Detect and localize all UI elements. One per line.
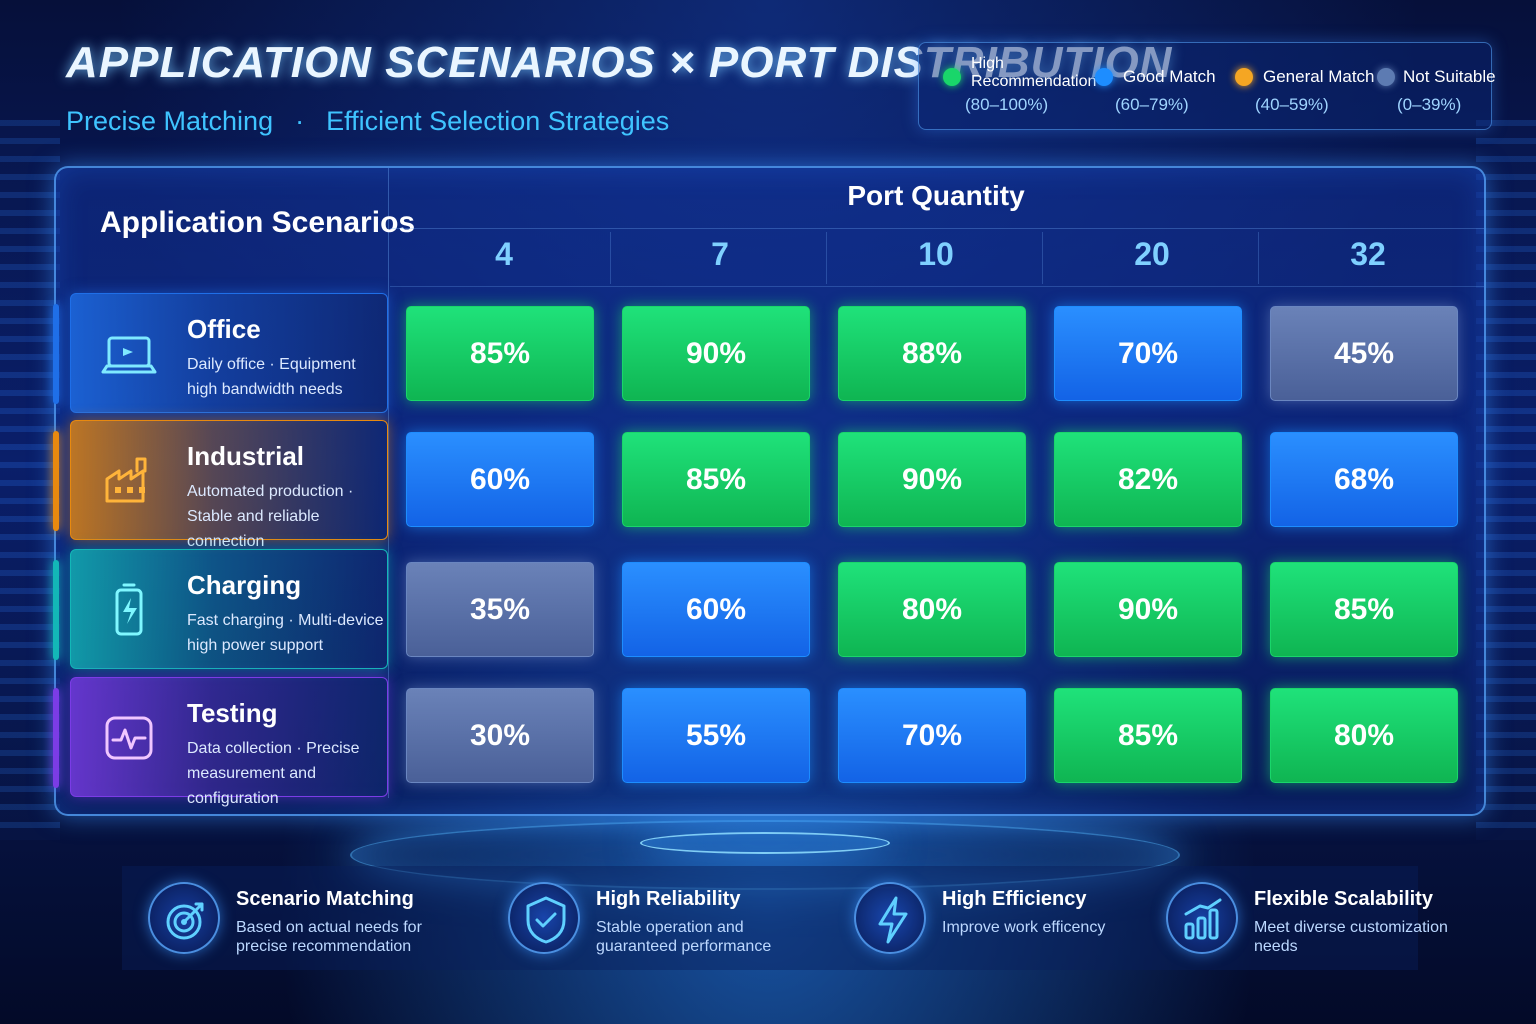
subtitle-right: Efficient Selection Strategies: [326, 106, 670, 136]
legend-item-unsuitable: Not Suitable (0–39%): [1377, 43, 1496, 131]
legend-item-high: High Recommendation (80–100%): [943, 43, 1097, 131]
feature-flexible-scalability: Flexible Scalability Meet diverse customi…: [1166, 882, 1466, 958]
feature-title: High Efficiency: [942, 888, 1087, 910]
scenario-description: Data collection · Precise measurement an…: [187, 740, 360, 807]
legend-dot-general: [1235, 68, 1253, 86]
feature-title: Scenario Matching: [236, 888, 414, 910]
heatmap-cell-industrial-7: 85%: [622, 432, 810, 527]
heatmap-cell-testing-10: 70%: [838, 688, 1026, 783]
column-header-7: 7: [711, 236, 729, 272]
heatmap-cell-industrial-32: 68%: [1270, 432, 1458, 527]
scenario-description: Automated production · Stable and reliab…: [187, 483, 354, 550]
legend-range-good: (60–79%): [1115, 95, 1189, 114]
feature-description: Meet diverse customization needs: [1254, 919, 1448, 955]
target-icon: [148, 882, 220, 954]
scenario-row-charging: Charging Fast charging · Multi-device hig…: [53, 549, 388, 669]
legend-range-unsuitable: (0–39%): [1397, 95, 1462, 114]
column-header-title: Port Quantity: [847, 180, 1025, 211]
bar-growth-icon: [1166, 882, 1238, 954]
heatmap-cell-office-32: 45%: [1270, 306, 1458, 401]
legend: High Recommendation (80–100%) Good Match…: [918, 42, 1496, 131]
heatmap-cell-office-20: 70%: [1054, 306, 1242, 401]
legend-dot-good: [1095, 68, 1113, 86]
scenario-accent-bar: [53, 560, 59, 660]
column-header-separator: [1258, 232, 1259, 284]
subtitle-separator: ·: [295, 106, 305, 136]
floor-glow-core: [640, 832, 890, 854]
legend-item-general: General Match (40–59%): [1235, 43, 1375, 131]
feature-high-efficiency: High Efficiency Improve work efficency: [854, 882, 1154, 958]
legend-range-general: (40–59%): [1255, 95, 1329, 114]
scenario-accent-bar: [53, 304, 59, 404]
scenario-row-industrial: Industrial Automated production · Stable …: [53, 420, 388, 550]
background-city-right: [1476, 120, 1536, 840]
legend-range-high: (80–100%): [965, 95, 1049, 114]
heatmap-cell-testing-4: 30%: [406, 688, 594, 783]
header-divider-lower: [390, 286, 1484, 287]
legend-label-good: Good Match: [1123, 67, 1216, 86]
heatmap-cell-charging-4: 35%: [406, 562, 594, 657]
heatmap-cell-testing-7: 55%: [622, 688, 810, 783]
scenario-accent-bar: [53, 431, 59, 531]
battery-icon: [93, 574, 165, 646]
row-header-title: Application Scenarios: [100, 206, 416, 239]
feature-title: Flexible Scalability: [1254, 888, 1433, 910]
heatmap-cell-testing-32: 80%: [1270, 688, 1458, 783]
column-header-4: 4: [495, 236, 513, 272]
heatmap-cell-charging-10: 80%: [838, 562, 1026, 657]
column-header-separator: [1042, 232, 1043, 284]
column-header-separator: [826, 232, 827, 284]
legend-label-general: General Match: [1263, 67, 1375, 86]
heatmap-cell-testing-20: 85%: [1054, 688, 1242, 783]
laptop-icon: [93, 318, 165, 390]
scenario-name: Charging: [187, 570, 302, 600]
heatmap-cell-charging-20: 90%: [1054, 562, 1242, 657]
monitor-pulse-icon: [93, 702, 165, 774]
legend-dot-high: [943, 68, 961, 86]
column-header-32: 32: [1350, 236, 1386, 272]
feature-description: Improve work efficency: [942, 919, 1106, 936]
subtitle-left: Precise Matching: [66, 106, 274, 136]
scenario-accent-bar: [53, 688, 59, 788]
heatmap-cell-office-10: 88%: [838, 306, 1026, 401]
heatmap-cell-industrial-10: 90%: [838, 432, 1026, 527]
feature-description: Based on actual needs for precise recomm…: [236, 919, 422, 955]
page-subtitle: Precise Matching · Efficient Selection Str…: [66, 106, 669, 137]
scenario-name: Testing: [187, 698, 278, 728]
heatmap-cell-industrial-4: 60%: [406, 432, 594, 527]
shield-check-icon: [508, 882, 580, 954]
row-header-divider: [388, 168, 389, 798]
column-header-10: 10: [918, 236, 954, 272]
feature-title: High Reliability: [596, 888, 741, 910]
feature-high-reliability: High Reliability Stable operation and gua…: [508, 882, 808, 958]
legend-label-unsuitable: Not Suitable: [1403, 67, 1496, 86]
legend-dot-unsuitable: [1377, 68, 1395, 86]
page-title: APPLICATION SCENARIOS × PORT DISTRIBUTIO…: [66, 38, 1173, 87]
column-header-separator: [610, 232, 611, 284]
floor-glow-ring: [350, 820, 1180, 890]
factory-icon: [93, 445, 165, 517]
heatmap-cell-office-4: 85%: [406, 306, 594, 401]
scenario-name: Office: [187, 314, 261, 344]
legend-item-good: Good Match (60–79%): [1095, 43, 1225, 131]
heatmap-cell-industrial-20: 82%: [1054, 432, 1242, 527]
column-header-20: 20: [1134, 236, 1170, 272]
feature-description: Stable operation and guaranteed performa…: [596, 919, 772, 955]
background-city-left: [0, 120, 60, 840]
scenario-row-office: Office Daily office · Equipment high band…: [53, 293, 388, 413]
heatmap-cell-office-7: 90%: [622, 306, 810, 401]
scenario-description: Daily office · Equipment high bandwidth …: [187, 356, 356, 398]
scenario-description: Fast charging · Multi-device high power …: [187, 612, 384, 654]
lightning-icon: [854, 882, 926, 954]
header-divider: [390, 228, 1484, 229]
scenario-row-testing: Testing Data collection · Precise measure…: [53, 677, 388, 807]
heatmap-cell-charging-32: 85%: [1270, 562, 1458, 657]
heatmap-cell-charging-7: 60%: [622, 562, 810, 657]
scenario-name: Industrial: [187, 441, 305, 471]
feature-scenario-matching: Scenario Matching Based on actual needs f…: [148, 882, 448, 958]
legend-label-high: High Recommendation: [971, 55, 1097, 90]
